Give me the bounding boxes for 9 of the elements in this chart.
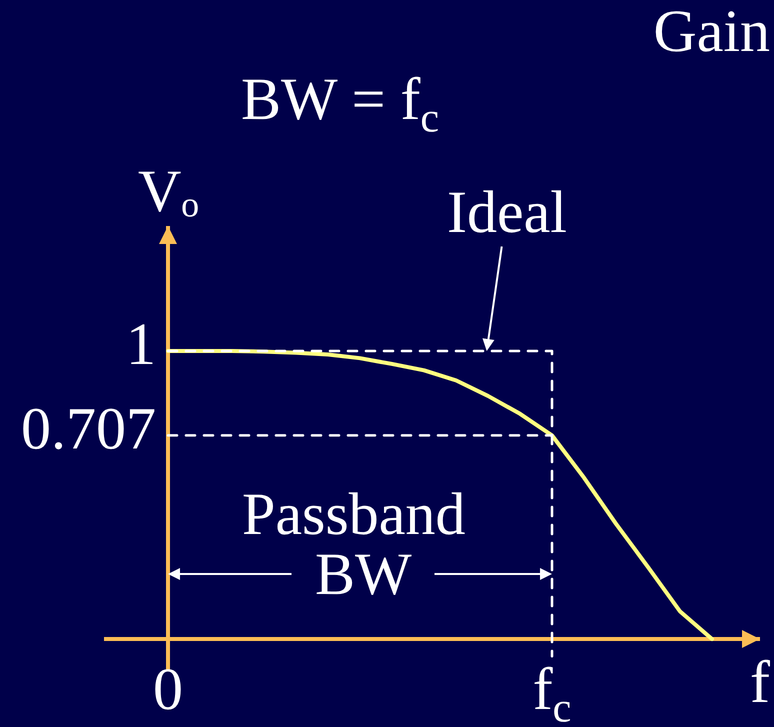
- y-tick-label: 0.707: [21, 395, 156, 462]
- chart-title: Gain: [653, 0, 770, 64]
- x-tick-label: 0: [153, 656, 183, 722]
- series-label: Ideal: [447, 179, 567, 245]
- chart-subtitle: BW = f$_{c}$: [241, 66, 440, 142]
- x-axis-title: f: [750, 649, 770, 715]
- y-axis-title: Vₒ: [138, 158, 199, 224]
- x-tick-label: f$_{c}$: [532, 656, 572, 727]
- y-tick-label: 1: [126, 311, 156, 377]
